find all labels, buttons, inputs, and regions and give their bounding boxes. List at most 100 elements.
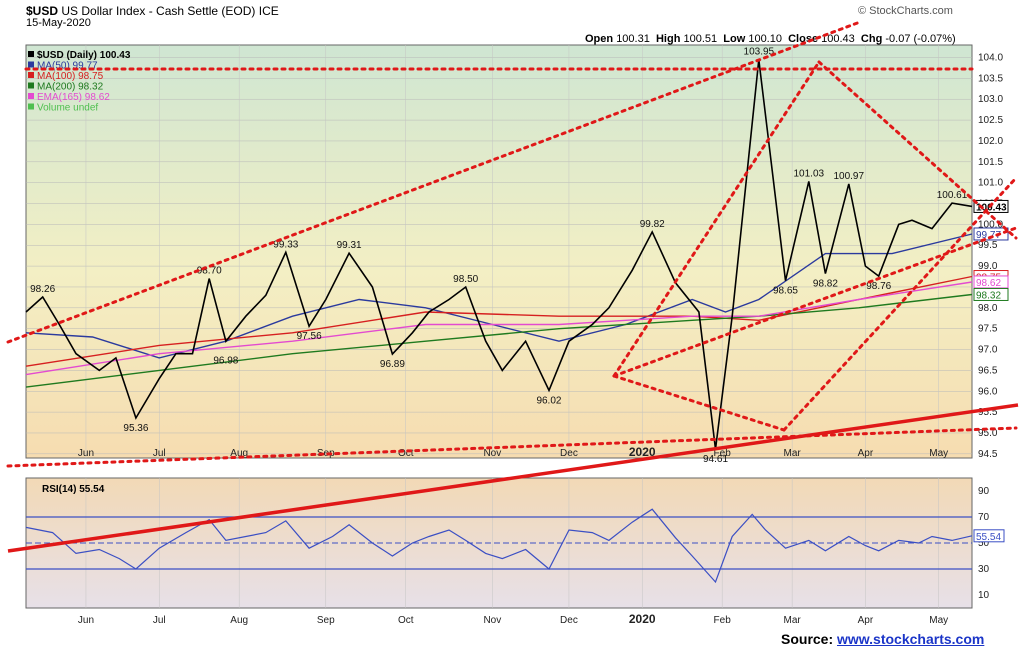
x-tick-label: Feb <box>714 615 732 626</box>
source-credit: Source: www.stockcharts.com <box>781 631 984 647</box>
price-annotation: 98.70 <box>197 266 222 277</box>
x-tick-label: 2020 <box>629 445 656 459</box>
rsi-tick-label: 90 <box>978 486 990 497</box>
price-annotation: 95.36 <box>123 423 148 434</box>
price-tick-label: 101.0 <box>978 178 1003 189</box>
rsi-value-tag: 55.54 <box>976 532 1001 543</box>
high-value: 100.51 <box>683 33 718 45</box>
legend-entry: EMA(165) 98.62 <box>37 92 110 103</box>
legend-swatch <box>28 51 34 57</box>
source-link[interactable]: www.stockcharts.com <box>837 631 985 647</box>
x-tick-label: 2020 <box>629 612 656 626</box>
diamond-right-lower <box>782 176 1018 432</box>
price-panel: 104.0103.5103.0102.5102.0101.5101.0100.5… <box>25 44 1009 465</box>
price-tick-label: 102.5 <box>978 115 1003 126</box>
x-tick-label: Feb <box>714 448 732 459</box>
price-tick-label: 97.0 <box>978 345 998 356</box>
high-label: High <box>655 33 681 45</box>
rsi-legend: RSI(14) 55.54 <box>42 484 105 495</box>
rsi-tick-label: 50 <box>978 538 990 549</box>
trendline-overlay <box>6 20 1019 553</box>
legend-entry: Volume undef <box>37 103 98 114</box>
low-label: Low <box>723 33 746 45</box>
legend-swatch <box>28 72 34 78</box>
diamond-right-upper <box>817 60 1018 240</box>
price-tick-label: 95.0 <box>978 428 998 439</box>
x-tick-label: Jun <box>78 448 94 459</box>
x-tick-label: Mar <box>784 615 802 626</box>
value-tag-box <box>973 227 1009 241</box>
price-tick-label: 98.0 <box>978 303 998 314</box>
x-tick-label: Oct <box>398 615 414 626</box>
chg-label: Chg <box>860 33 883 45</box>
price-annotation: 100.97 <box>833 171 864 182</box>
series-line-ema-165- <box>25 281 973 376</box>
x-tick-label: Sep <box>317 448 335 459</box>
diamond-left-lower <box>612 374 786 432</box>
price-annotation: 103.95 <box>744 47 775 58</box>
price-annotation: 96.89 <box>380 359 405 370</box>
price-tick-label: 99.5 <box>978 240 998 251</box>
value-tag-text: 99.77 <box>976 230 1001 241</box>
x-tick-label: Apr <box>858 448 874 459</box>
price-tick-label: 99.0 <box>978 261 998 272</box>
legend-entry: MA(200) 98.32 <box>37 82 104 93</box>
ohlc-readout: Open 100.31 High 100.51 Low 100.10 Close… <box>585 33 956 45</box>
symbol: $USD <box>26 4 59 18</box>
x-tick-label: Aug <box>230 448 248 459</box>
price-annotation: 98.65 <box>773 286 798 297</box>
value-tag-box <box>973 287 1009 301</box>
rsi-tick-label: 70 <box>978 512 990 523</box>
price-tick-label: 97.5 <box>978 324 998 335</box>
chart-date: 15-May-2020 <box>26 17 91 29</box>
x-tick-label: Dec <box>560 615 578 626</box>
brand-label[interactable]: © StockCharts.com <box>858 5 953 17</box>
legend-entry: $USD (Daily) 100.43 <box>37 50 131 61</box>
price-tick-label: 103.5 <box>978 73 1003 84</box>
rsi-tick-label: 30 <box>978 564 990 575</box>
price-annotation: 98.76 <box>866 281 891 292</box>
upper-channel-line <box>6 20 862 344</box>
x-tick-label: Jul <box>153 615 166 626</box>
price-annotation: 98.50 <box>453 274 478 285</box>
price-annotation: 98.82 <box>813 279 838 290</box>
legend-entry: MA(100) 98.75 <box>37 71 104 82</box>
lower-channel-line <box>6 426 1018 468</box>
price-tick-label: 96.0 <box>978 386 998 397</box>
price-tick-label: 95.5 <box>978 407 998 418</box>
x-tick-label: Nov <box>483 615 501 626</box>
price-annotation: 99.82 <box>640 219 665 230</box>
price-annotation: 94.61 <box>703 454 728 465</box>
price-annotation: 98.26 <box>30 284 55 295</box>
series-line-ma-200- <box>25 293 973 388</box>
price-tick-label: 103.0 <box>978 94 1003 105</box>
rsi-tick-label: 10 <box>978 590 990 601</box>
price-tick-label: 104.0 <box>978 53 1003 64</box>
price-tick-label: 96.5 <box>978 365 998 376</box>
wedge-lower-line <box>612 226 1018 378</box>
x-tick-label: Aug <box>230 615 248 626</box>
legend-swatch <box>28 82 34 89</box>
legend-swatch <box>28 61 34 68</box>
price-tick-label: 101.5 <box>978 157 1003 168</box>
x-tick-label: Apr <box>858 615 874 626</box>
value-tag-text: 98.62 <box>976 278 1001 289</box>
chart-title: $USD US Dollar Index - Cash Settle (EOD)… <box>26 4 279 18</box>
price-annotation: 96.02 <box>536 395 561 406</box>
series-line-usd-daily <box>25 59 973 450</box>
value-tag-text: 98.32 <box>976 290 1001 301</box>
open-value: 100.31 <box>616 33 650 45</box>
chg-value: -0.07 (-0.07%) <box>885 33 956 45</box>
series-line-ma-50- <box>25 233 973 359</box>
source-prefix: Source: <box>781 631 838 647</box>
legend-swatch <box>28 103 34 110</box>
exchange: ICE <box>258 4 279 18</box>
long-term-support-line <box>7 403 1019 553</box>
close-value: 100.43 <box>821 33 855 45</box>
x-tick-label: May <box>929 448 948 459</box>
x-tick-label: May <box>929 615 948 626</box>
value-tag-box <box>973 275 1009 289</box>
series-line-ma-100- <box>25 275 973 367</box>
price-annotation: 100.61 <box>937 190 968 201</box>
